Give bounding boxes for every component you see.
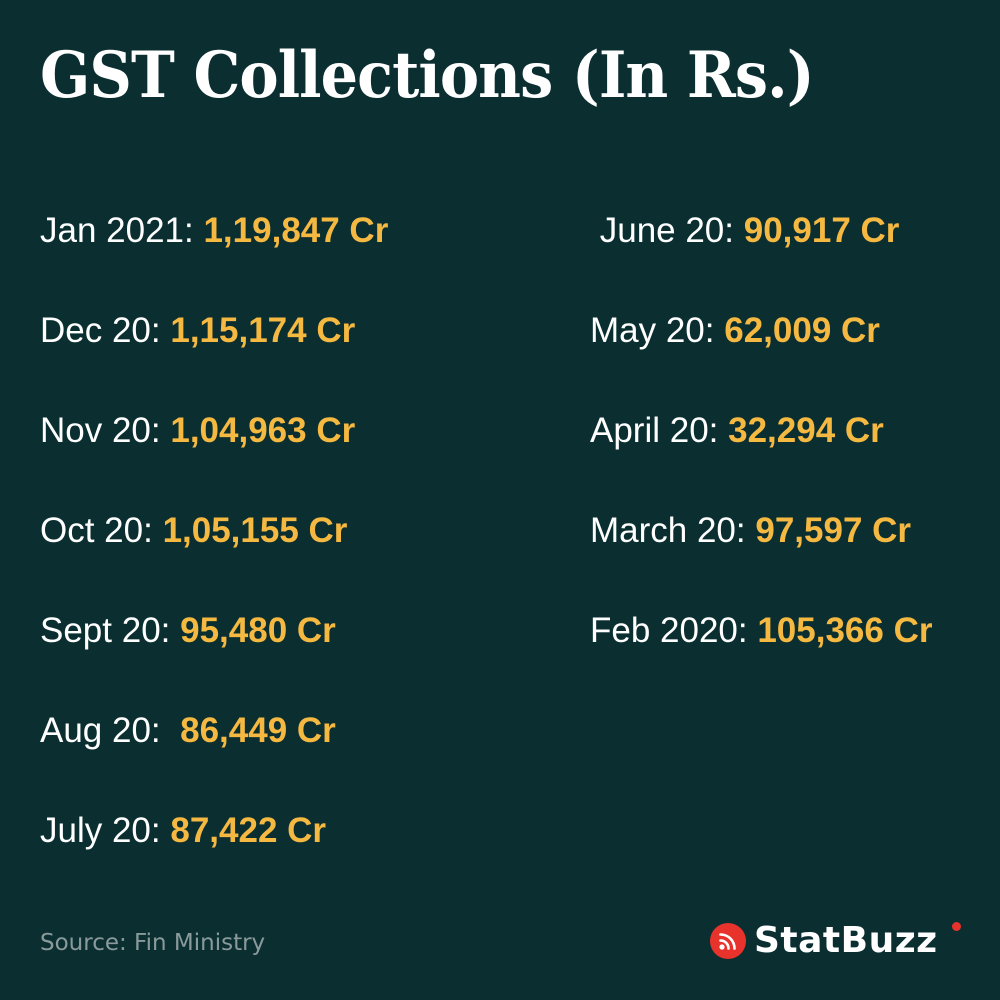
- source-note: Source: Fin Ministry: [40, 930, 266, 956]
- month-label: June 20:: [590, 211, 744, 250]
- brand-dot: [952, 922, 961, 931]
- collection-value: 86,449 Cr: [180, 711, 336, 750]
- list-item: Oct 20: 1,05,155 Cr: [40, 506, 388, 606]
- collection-value: 1,15,174 Cr: [170, 311, 356, 350]
- collection-value: 95,480 Cr: [180, 611, 336, 650]
- collection-value: 97,597 Cr: [755, 511, 912, 550]
- collection-value: 62,009 Cr: [724, 311, 880, 350]
- list-item: Sept 20: 95,480 Cr: [40, 606, 388, 706]
- list-item: Feb 2020: 105,366 Cr: [590, 606, 932, 706]
- collection-value: 1,05,155 Cr: [162, 511, 348, 550]
- collection-value: 1,19,847 Cr: [203, 211, 389, 250]
- brand-logo: StatBuzz: [710, 920, 961, 961]
- month-label: March 20:: [590, 511, 756, 550]
- month-label: Sept 20:: [40, 611, 181, 650]
- brand-name: StatBuzz: [754, 920, 938, 961]
- page-title: GST Collections (In Rs.): [40, 38, 815, 113]
- month-label: Jan 2021:: [40, 211, 204, 250]
- month-label: Nov 20:: [40, 411, 171, 450]
- list-item: Nov 20: 1,04,963 Cr: [40, 406, 388, 506]
- month-label: July 20:: [40, 811, 171, 850]
- month-label: April 20:: [590, 411, 729, 450]
- right-column: June 20: 90,917 Cr May 20: 62,009 Cr Apr…: [590, 206, 932, 706]
- list-item: March 20: 97,597 Cr: [590, 506, 932, 606]
- month-label: Oct 20:: [40, 511, 163, 550]
- list-item: Dec 20: 1,15,174 Cr: [40, 306, 388, 406]
- list-item: May 20: 62,009 Cr: [590, 306, 932, 406]
- month-label: Aug 20:: [40, 711, 181, 750]
- list-item: July 20: 87,422 Cr: [40, 806, 388, 906]
- month-label: May 20:: [590, 311, 725, 350]
- list-item: April 20: 32,294 Cr: [590, 406, 932, 506]
- month-label: Feb 2020:: [590, 611, 758, 650]
- rss-feed-icon: [710, 922, 746, 959]
- collection-value: 1,04,963 Cr: [170, 411, 356, 450]
- list-item: Jan 2021: 1,19,847 Cr: [40, 206, 388, 306]
- list-item: June 20: 90,917 Cr: [590, 206, 932, 306]
- month-label: Dec 20:: [40, 311, 171, 350]
- collection-value: 105,366 Cr: [757, 611, 933, 650]
- left-column: Jan 2021: 1,19,847 Cr Dec 20: 1,15,174 C…: [40, 206, 388, 906]
- collection-value: 90,917 Cr: [743, 211, 900, 250]
- collection-value: 32,294 Cr: [728, 411, 884, 450]
- list-item: Aug 20: 86,449 Cr: [40, 706, 388, 806]
- collection-value: 87,422 Cr: [170, 811, 327, 850]
